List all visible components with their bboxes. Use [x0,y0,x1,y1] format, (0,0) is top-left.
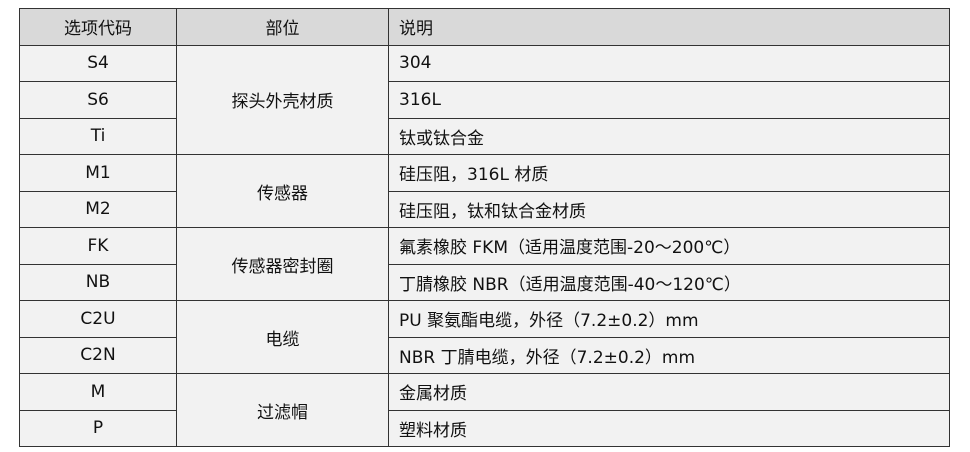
option-description: 塑料材质 [388,409,950,447]
option-description: 金属材质 [388,373,950,411]
header-code: 选项代码 [19,8,177,46]
option-description: 304 [388,44,950,82]
option-description: 丁腈橡胶 NBR（适用温度范围-40～120℃） [388,263,950,301]
part-name: 过滤帽 [176,373,389,447]
table-row: NB 丁腈橡胶 NBR（适用温度范围-40～120℃） [19,263,950,301]
table-row: C2U 电缆 PU 聚氨酯电缆，外径（7.2±0.2）mm [19,300,950,374]
part-name: 电缆 [176,300,389,374]
table-row: M2 硅压阻，钛和钛合金材质 [19,190,950,228]
table-row: P 塑料材质 [19,409,950,447]
option-code: M [19,373,177,411]
option-description: 氟素橡胶 FKM（适用温度范围-20～200℃） [388,227,950,265]
header-description: 说明 [388,8,950,46]
option-description: 316L [388,81,950,119]
option-code: M1 [19,154,177,192]
option-description: 钛或钛合金 [388,117,950,155]
option-code: FK [19,227,177,265]
option-description: 硅压阻，钛和钛合金材质 [388,190,950,228]
part-name: 传感器 [176,154,389,228]
table-row: FK 传感器密封圈 氟素橡胶 FKM（适用温度范围-20～200℃） [19,227,950,301]
option-code: S6 [19,81,177,119]
option-description: 硅压阻，316L 材质 [388,154,950,192]
table-row: Ti 钛或钛合金 [19,117,950,155]
header-part: 部位 [176,8,389,46]
part-name: 传感器密封圈 [176,227,389,301]
option-code: C2U [19,300,177,338]
option-code: NB [19,263,177,301]
option-code: P [19,409,177,447]
header-row: 选项代码 部位 说明 [19,8,950,46]
table-row: S4 探头外壳材质 304 [19,44,950,155]
option-code: C2N [19,336,177,374]
table-row: M 过滤帽 金属材质 [19,373,950,447]
options-table: 选项代码 部位 说明 S4 探头外壳材质 304 S6 316L Ti 钛或钛合金 M1 传感器… [19,8,950,447]
table-row: C2N NBR 丁腈电缆，外径（7.2±0.2）mm [19,336,950,374]
table-row: M1 传感器 硅压阻，316L 材质 [19,154,950,228]
table-row: S6 316L [19,81,950,119]
option-description: NBR 丁腈电缆，外径（7.2±0.2）mm [388,336,950,374]
part-name: 探头外壳材质 [176,44,389,155]
option-code: S4 [19,44,177,82]
option-code: M2 [19,190,177,228]
option-description: PU 聚氨酯电缆，外径（7.2±0.2）mm [388,300,950,338]
option-code: Ti [19,117,177,155]
